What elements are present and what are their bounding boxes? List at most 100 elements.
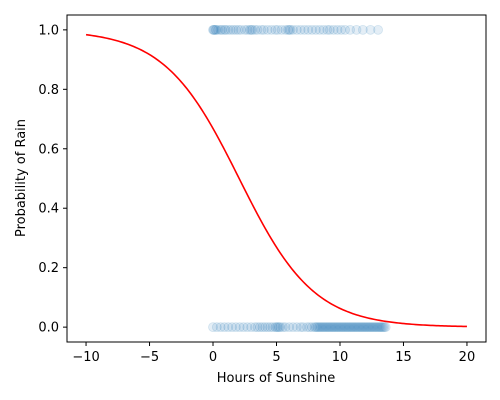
scatter-point [267, 322, 278, 333]
scatter-point [333, 322, 344, 333]
scatter-point [276, 24, 287, 35]
scatter-point [376, 322, 387, 333]
scatter-point [257, 322, 268, 333]
scatter-point [208, 24, 219, 35]
scatter-point [256, 24, 267, 35]
scatter-point [342, 322, 353, 333]
scatter-point [365, 322, 376, 333]
scatter-point [250, 24, 260, 35]
scatter-point [328, 24, 339, 35]
logistic-curve [85, 33, 467, 328]
scatter-point [288, 322, 298, 333]
scatter-point [262, 24, 273, 35]
scatter-point [298, 322, 309, 333]
scatter-point [239, 24, 250, 35]
scatter-point [312, 322, 323, 333]
y-tick-label: 0.8 [38, 83, 59, 98]
scatter-point [272, 24, 283, 35]
y-axis-ticks: 0.0 0.2 0.4 0.6 0.8 1.0 [38, 23, 67, 336]
scatter-point [220, 24, 231, 35]
scatter-point [225, 24, 236, 35]
scatter-points [208, 24, 391, 333]
scatter-point [211, 322, 222, 333]
scatter-point [318, 322, 329, 333]
scatter-point [351, 322, 362, 333]
scatter-point [307, 322, 317, 333]
scatter-point [364, 322, 375, 333]
scatter-point [255, 322, 265, 333]
scatter-point [228, 24, 239, 35]
scatter-point [345, 24, 356, 35]
scatter-point [350, 322, 361, 333]
x-axis-label: Hours of Sunshine [217, 371, 335, 386]
scatter-point [217, 24, 227, 35]
scatter-point [285, 24, 296, 35]
scatter-point [223, 24, 234, 35]
scatter-point [354, 322, 364, 333]
scatter-point [324, 24, 335, 35]
scatter-point [277, 322, 288, 333]
scatter-point [295, 24, 306, 35]
scatter-point [238, 322, 249, 333]
scatter-point [213, 24, 223, 35]
fitted-curve [85, 33, 467, 328]
scatter-point [363, 322, 373, 333]
scatter-point [307, 24, 317, 35]
scatter-point [355, 322, 366, 333]
scatter-point [371, 322, 382, 333]
y-tick-label: 0.4 [38, 202, 59, 217]
scatter-point [274, 322, 284, 333]
x-tick-label: 15 [395, 350, 412, 365]
scatter-point [230, 322, 241, 333]
scatter-point [327, 322, 338, 333]
scatter-point [260, 322, 270, 333]
scatter-point [352, 322, 363, 333]
y-tick-label: 1.0 [38, 23, 59, 38]
scatter-point [246, 322, 257, 333]
scatter-point [265, 322, 276, 333]
scatter-point [215, 322, 226, 333]
scatter-point [368, 322, 378, 333]
scatter-point [319, 322, 330, 333]
scatter-point [284, 322, 295, 333]
scatter-point [271, 322, 282, 333]
y-tick-label: 0.2 [38, 261, 59, 276]
scatter-point [250, 322, 260, 333]
scatter-point [309, 322, 320, 333]
scatter-point [324, 322, 335, 333]
scatter-point [270, 24, 281, 35]
scatter-point [314, 322, 325, 333]
scatter-point [374, 322, 385, 333]
scatter-point [280, 24, 291, 35]
scatter-point [365, 24, 376, 35]
scatter-point [272, 322, 283, 333]
scatter-point [275, 322, 286, 333]
scatter-point [345, 322, 356, 333]
scatter-point [242, 24, 253, 35]
x-tick-label: 20 [459, 350, 476, 365]
scatter-point [316, 322, 326, 333]
scatter-point [378, 322, 389, 333]
scatter-point [318, 24, 329, 35]
scatter-point [340, 322, 350, 333]
scatter-point [284, 24, 295, 35]
scatter-point [303, 24, 314, 35]
scatter-point [356, 322, 367, 333]
scatter-point [291, 24, 302, 35]
scatter-point [233, 24, 244, 35]
x-tick-label: −10 [72, 350, 99, 365]
scatter-point [326, 322, 336, 333]
scatter-point [341, 322, 352, 333]
scatter-point [234, 322, 245, 333]
y-tick-label: 0.6 [38, 142, 59, 157]
scatter-point [209, 24, 220, 35]
scatter-point [295, 322, 306, 333]
scatter-point [343, 322, 354, 333]
scatter-point [331, 322, 342, 333]
scatter-point [359, 322, 370, 333]
x-axis-ticks: −10 −5 0 5 10 15 20 [72, 342, 475, 365]
scatter-point [236, 24, 246, 35]
scatter-point [357, 24, 368, 35]
scatter-point [219, 24, 230, 35]
